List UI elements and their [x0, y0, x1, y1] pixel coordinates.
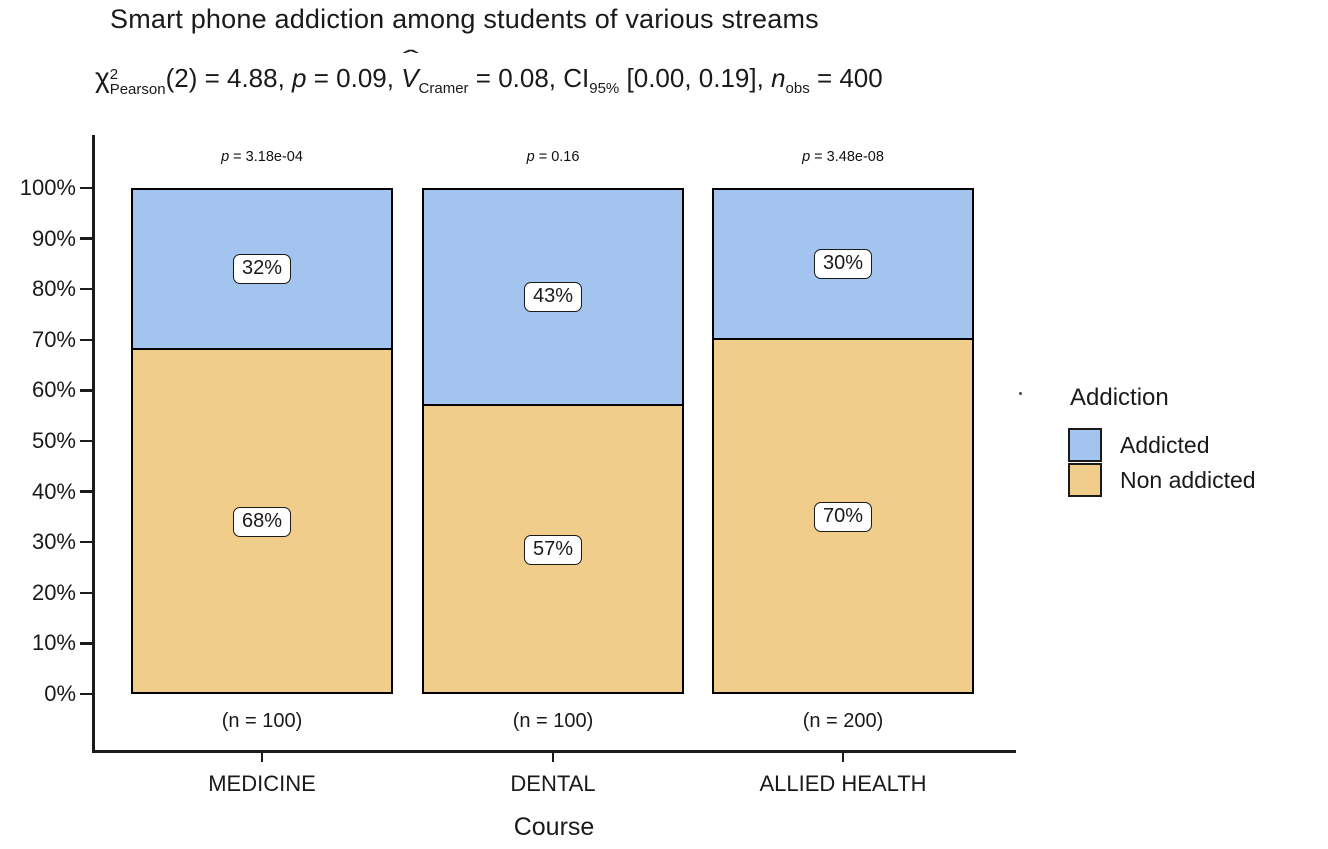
- legend-entry: Non addicted: [1068, 463, 1256, 497]
- hat-accent: ˆ: [403, 46, 420, 71]
- y-tick-label: 30%: [31, 529, 76, 555]
- bar-p-value: p = 3.48e-08: [802, 149, 884, 165]
- x-category-label: MEDICINE: [208, 771, 316, 796]
- y-tick-label: 40%: [31, 478, 76, 504]
- percent-label: 57%: [523, 534, 583, 565]
- x-axis-title: Course: [513, 813, 595, 841]
- bar-n-label: (n = 100): [512, 710, 594, 732]
- chi-symbol: χ: [95, 62, 110, 93]
- x-tick-mark: [260, 750, 264, 762]
- y-tick-label: 10%: [31, 630, 76, 656]
- y-tick-label: 50%: [31, 428, 76, 453]
- bar-p-value: p = 3.18e-04: [221, 149, 303, 165]
- y-tick-label: 0%: [44, 681, 76, 706]
- chi-subscript: Pearson: [109, 81, 166, 98]
- y-tick-mark: [80, 186, 92, 190]
- chi-superscript: 2: [109, 66, 119, 83]
- y-tick-mark: [80, 642, 92, 645]
- x-tick-mark: [551, 750, 555, 762]
- percent-label: 68%: [232, 506, 292, 537]
- legend-swatch-icon: [1068, 428, 1102, 462]
- chart-title: Smart phone addiction among students of …: [110, 4, 819, 34]
- legend-swatch-icon: [1068, 463, 1102, 497]
- y-tick-label: 60%: [31, 377, 76, 403]
- p-symbol: p: [802, 149, 811, 165]
- n-obs-subscript: obs: [785, 80, 810, 98]
- v-symbol: V: [401, 63, 419, 93]
- subtitle-v-value: = 0.08, CI: [468, 63, 590, 93]
- subtitle-p-value: = 0.09,: [306, 63, 402, 93]
- legend-label: Addicted: [1120, 431, 1210, 458]
- bar-n-label: (n = 200): [802, 710, 884, 732]
- ci-subscript: 95%: [589, 80, 620, 98]
- x-tick-mark: [841, 750, 845, 762]
- chi-sup-sub: 2 Pearson: [110, 67, 166, 97]
- p-symbol: p: [221, 149, 230, 165]
- p-symbol: p: [526, 149, 535, 165]
- bar-n-label: (n = 100): [221, 710, 303, 732]
- stats-subtitle: χ 2 Pearson (2) = 4.88, p = 0.09, ˆ VCramer …: [95, 48, 883, 98]
- y-tick-label: 100%: [19, 175, 76, 200]
- y-tick-mark: [80, 540, 92, 544]
- percent-label: 43%: [523, 281, 583, 312]
- y-tick-label: 20%: [31, 579, 76, 605]
- legend-label: Non addicted: [1120, 466, 1256, 493]
- y-tick-mark: [80, 692, 92, 696]
- stray-dot: [1019, 392, 1022, 395]
- subtitle-df-stat: (2) = 4.88,: [165, 63, 293, 93]
- percent-label: 32%: [232, 253, 292, 284]
- legend-entries: Addicted Non addicted: [1068, 428, 1256, 497]
- n-symbol: n: [771, 63, 786, 93]
- bar-p-value: p = 0.16: [526, 149, 580, 165]
- p-symbol: p: [292, 63, 307, 93]
- y-tick-mark: [80, 490, 92, 493]
- subtitle-ci-range: [0.00, 0.19],: [619, 63, 772, 93]
- subtitle-n-value: = 400: [809, 63, 883, 93]
- legend: Addiction Addicted Non addicted: [1068, 384, 1256, 498]
- percent-label: 30%: [813, 248, 873, 279]
- percent-label: 70%: [813, 501, 873, 532]
- y-tick-mark: [80, 389, 92, 392]
- legend-entry: Addicted: [1068, 428, 1256, 462]
- legend-title: Addiction: [1070, 384, 1169, 411]
- y-tick-mark: [80, 338, 92, 342]
- y-tick-mark: [80, 439, 92, 443]
- y-tick-label: 80%: [31, 276, 76, 302]
- v-cramer-subscript: Cramer: [418, 80, 469, 98]
- x-category-label: ALLIED HEALTH: [759, 771, 927, 796]
- y-axis-line: [92, 135, 95, 753]
- y-tick-mark: [80, 287, 92, 291]
- y-tick-mark: [80, 237, 92, 240]
- x-category-label: DENTAL: [510, 771, 596, 796]
- y-tick-label: 90%: [31, 225, 76, 251]
- y-tick-label: 70%: [31, 326, 76, 352]
- y-tick-mark: [80, 591, 92, 595]
